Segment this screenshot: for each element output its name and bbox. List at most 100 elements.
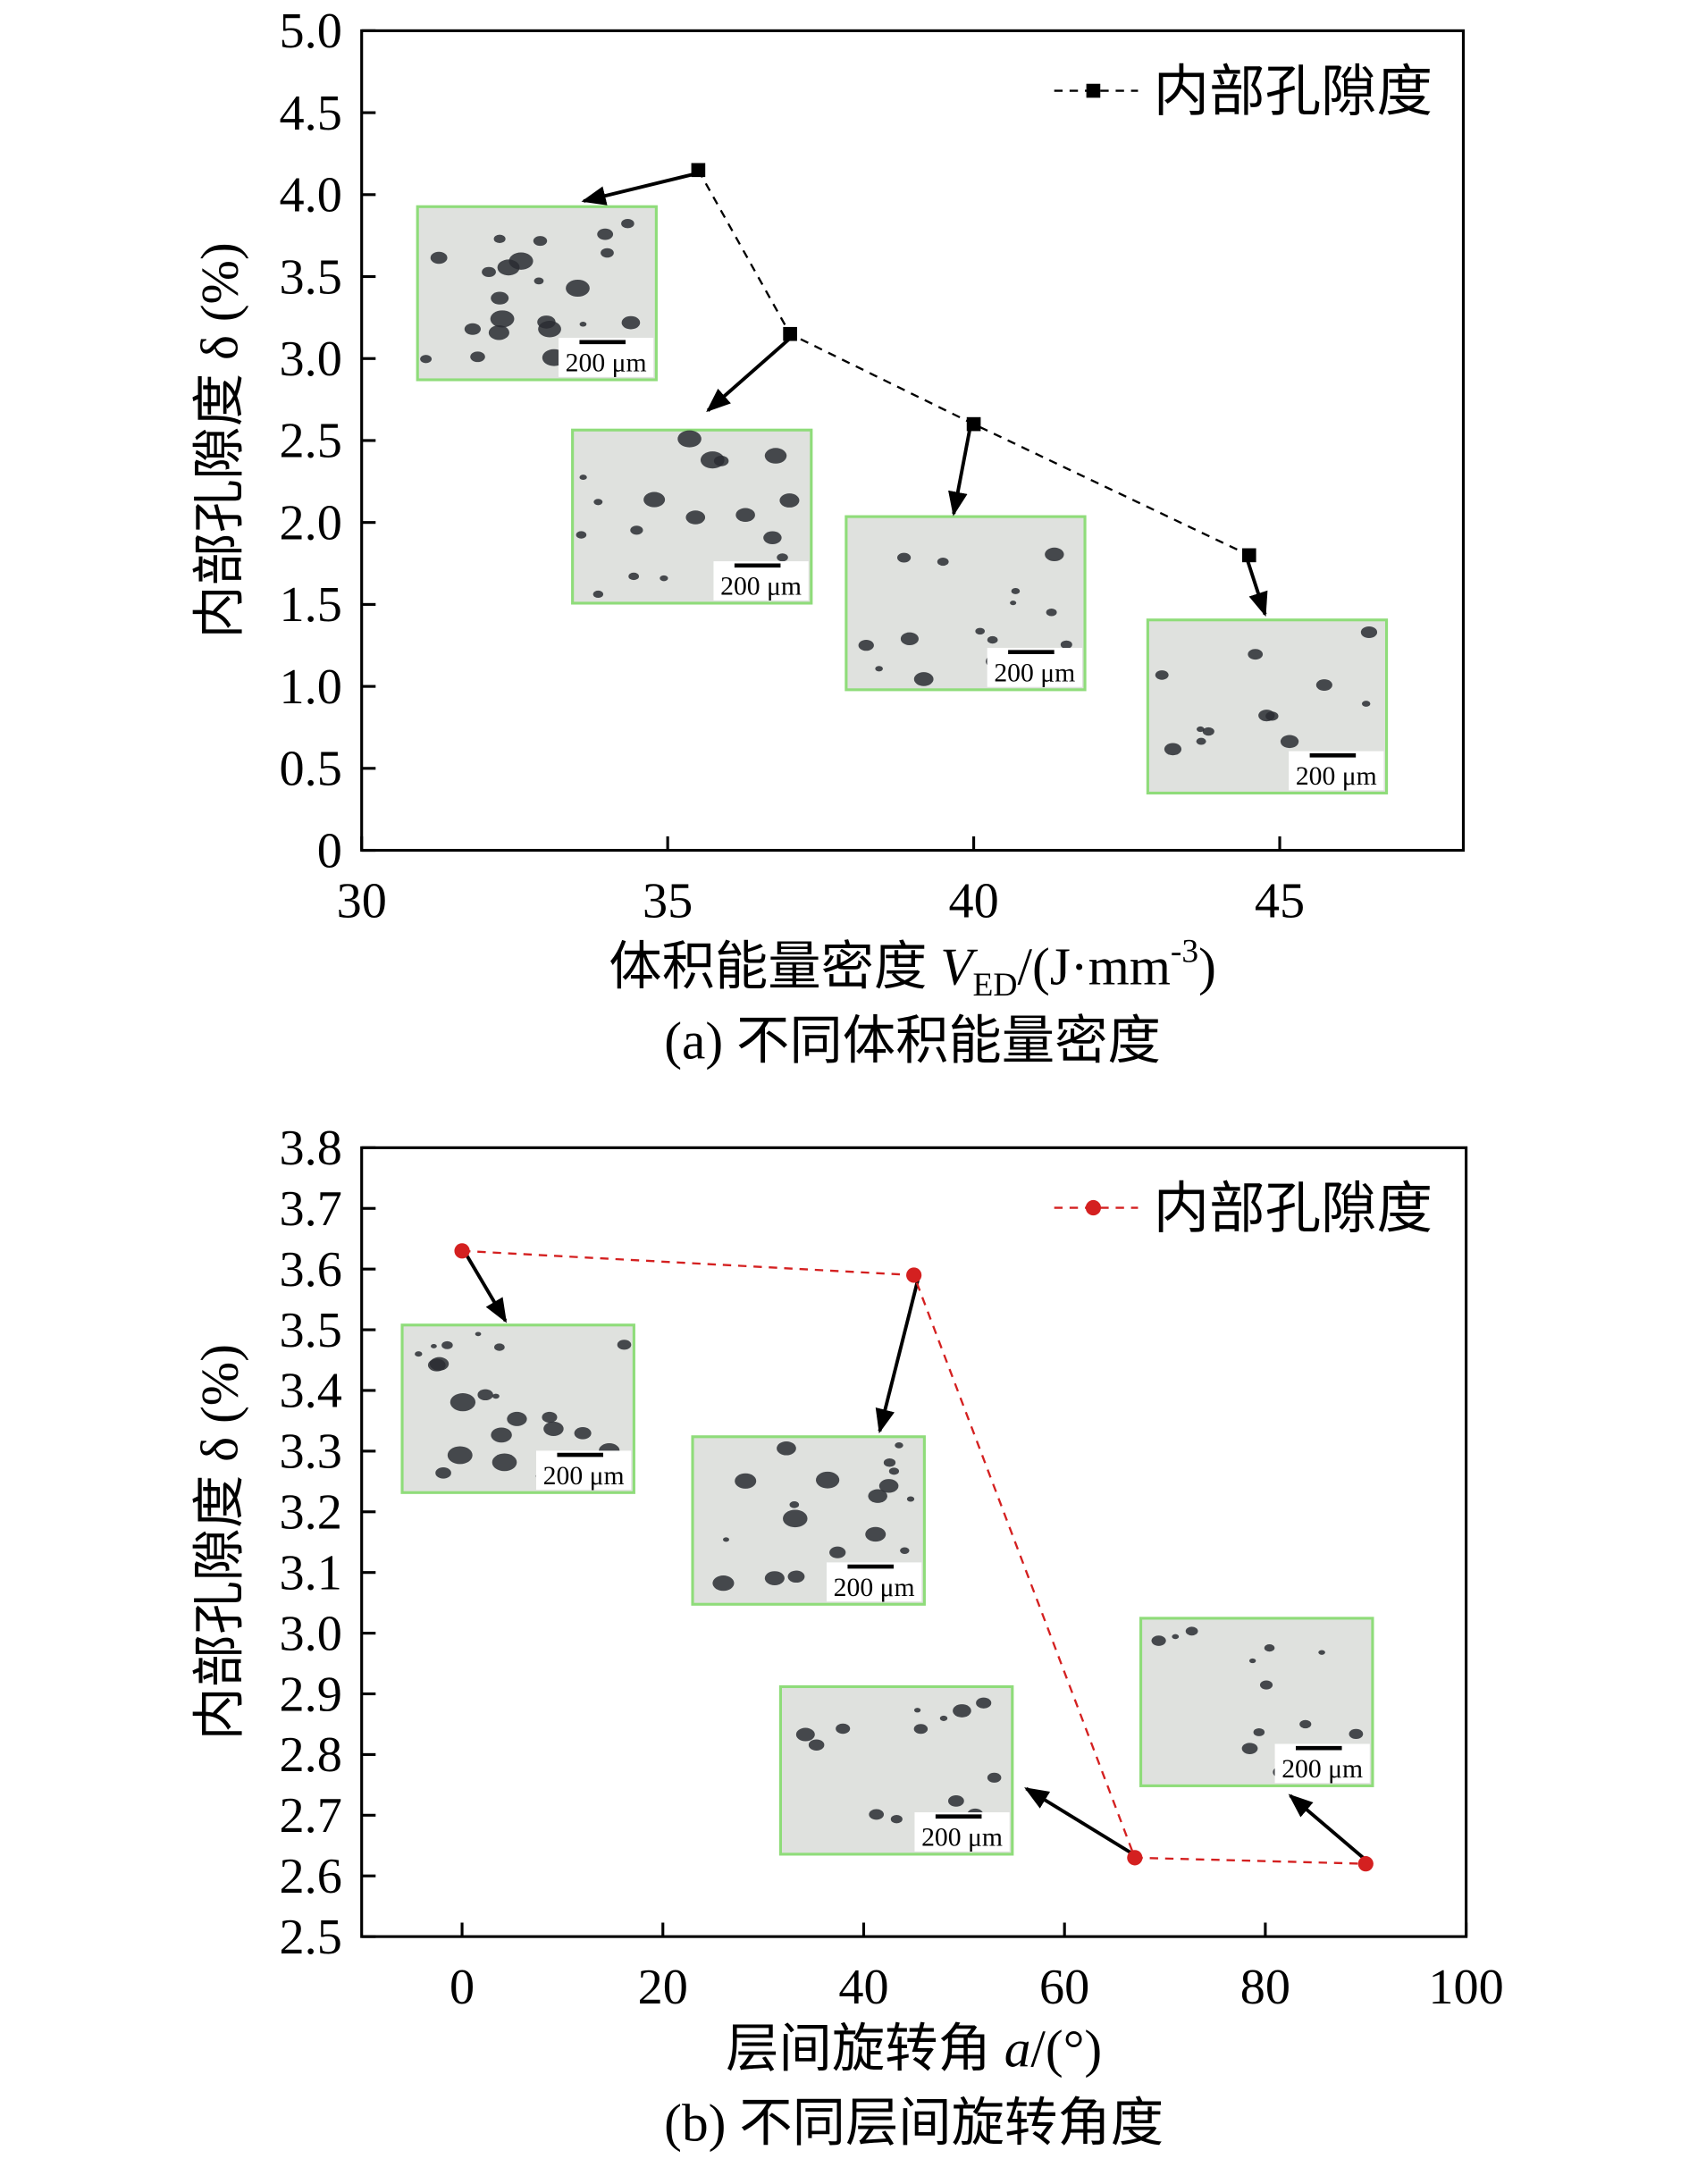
pore [1151, 1635, 1166, 1646]
scale-bar-background [536, 1450, 632, 1491]
pore [735, 508, 755, 522]
plot-frame [360, 1146, 1468, 1938]
pore [601, 248, 614, 258]
pore [865, 1526, 887, 1542]
pore [883, 1457, 896, 1467]
pore [816, 1471, 840, 1489]
y-tick-label: 3.0 [280, 332, 342, 387]
pore [415, 1351, 423, 1357]
y-tick-label: 5.0 [280, 4, 342, 59]
pore [579, 475, 587, 481]
data-point [966, 416, 981, 432]
pore [1011, 588, 1021, 594]
annotation-arrow [875, 1275, 921, 1434]
y-tick-label: 0 [317, 823, 342, 878]
scale-bar-label: 200 μm [921, 1824, 1003, 1852]
y-tick-label: 4.0 [280, 168, 342, 223]
scale-bar-background [559, 338, 654, 377]
pore [574, 1427, 592, 1440]
pore [777, 553, 788, 562]
pore [677, 430, 702, 448]
x-label-subscript: ED [972, 967, 1017, 1004]
pore [1318, 1650, 1325, 1655]
legend-label: 内部孔隙度 [1154, 60, 1433, 122]
x-tick-label: 0 [450, 1960, 475, 2015]
pore [538, 321, 561, 338]
pore [427, 1358, 446, 1372]
y-tick-label: 3.0 [280, 1606, 342, 1661]
y-tick-label: 3.3 [280, 1424, 342, 1480]
pore [906, 1496, 915, 1502]
x-label-close: ) [1198, 937, 1216, 996]
pore [900, 632, 919, 645]
chart-b-porosity-vs-rotation-angle: 0 20 40 60 80 1002.52.62.72.82.93.03.13.23.33… [190, 1121, 1504, 2152]
pore [1265, 711, 1279, 721]
pore [888, 1467, 900, 1475]
pore [808, 1739, 825, 1751]
y-tick-label: 2.5 [280, 414, 342, 469]
scale-bar-label: 200 μm [834, 1574, 915, 1602]
pore [869, 1809, 885, 1820]
micrograph-image [844, 515, 1087, 692]
pore [1196, 737, 1206, 745]
scale-bar-background [1274, 1743, 1370, 1784]
pore [895, 1441, 903, 1449]
pore [430, 251, 448, 265]
series-line [697, 169, 1250, 557]
legend: 内部孔隙度 [1054, 1177, 1433, 1239]
y-tick-label: 2.8 [280, 1727, 342, 1783]
pore [764, 448, 787, 464]
pore [789, 1501, 800, 1508]
pore [1361, 701, 1371, 707]
annotation-arrow [706, 338, 791, 413]
pore [593, 499, 603, 506]
x-tick-label: 40 [948, 874, 998, 929]
pore [1164, 743, 1182, 756]
x-axis-label: 层间旋转角 a/(°) [726, 2019, 1102, 2078]
pore [1060, 640, 1072, 649]
pore [508, 252, 534, 270]
scale-bar-background [1289, 751, 1384, 791]
pore [900, 1547, 910, 1554]
series-line [461, 1249, 1366, 1865]
x-label-variable: a [1004, 2019, 1031, 2078]
pore [477, 1389, 493, 1401]
data-point [1127, 1850, 1143, 1866]
data-point [1241, 548, 1256, 563]
pore [617, 1340, 632, 1350]
pore [685, 510, 706, 525]
pore [490, 310, 515, 328]
annotation-arrow [1245, 558, 1268, 617]
pore [947, 1795, 964, 1807]
pore [491, 291, 509, 305]
pore [779, 493, 800, 508]
scale-bar-background [987, 647, 1082, 687]
pore [700, 451, 725, 469]
pore [435, 1467, 451, 1479]
pore [660, 575, 668, 582]
y-tick-label: 2.9 [280, 1667, 342, 1722]
micrograph-inset: 200 μm [400, 1323, 635, 1494]
pore [579, 322, 587, 327]
x-tick-label: 100 [1428, 1960, 1503, 2015]
pore [987, 635, 998, 644]
pore [858, 639, 874, 651]
x-tick-label: 45 [1255, 874, 1305, 929]
legend-marker [1086, 83, 1101, 98]
subfigure-caption: (a) 不同体积能量密度 [664, 1011, 1161, 1070]
y-axis-label: 内部孔隙度 δ (%) [190, 1344, 249, 1740]
pore [878, 1479, 899, 1493]
pore [450, 1393, 476, 1412]
pore [763, 531, 782, 545]
pore [493, 234, 506, 243]
pore [592, 590, 604, 599]
x-label-superscript: -3 [1171, 934, 1198, 970]
data-point [906, 1267, 922, 1283]
pore [431, 1344, 437, 1348]
y-tick-label: 3.7 [280, 1181, 342, 1237]
pore [621, 219, 634, 229]
y-axis-label: 内部孔隙度 δ (%) [190, 242, 249, 638]
pore [491, 1427, 512, 1443]
subfigure-caption: (b) 不同层间旋转角度 [664, 2093, 1164, 2152]
pore [482, 266, 496, 278]
